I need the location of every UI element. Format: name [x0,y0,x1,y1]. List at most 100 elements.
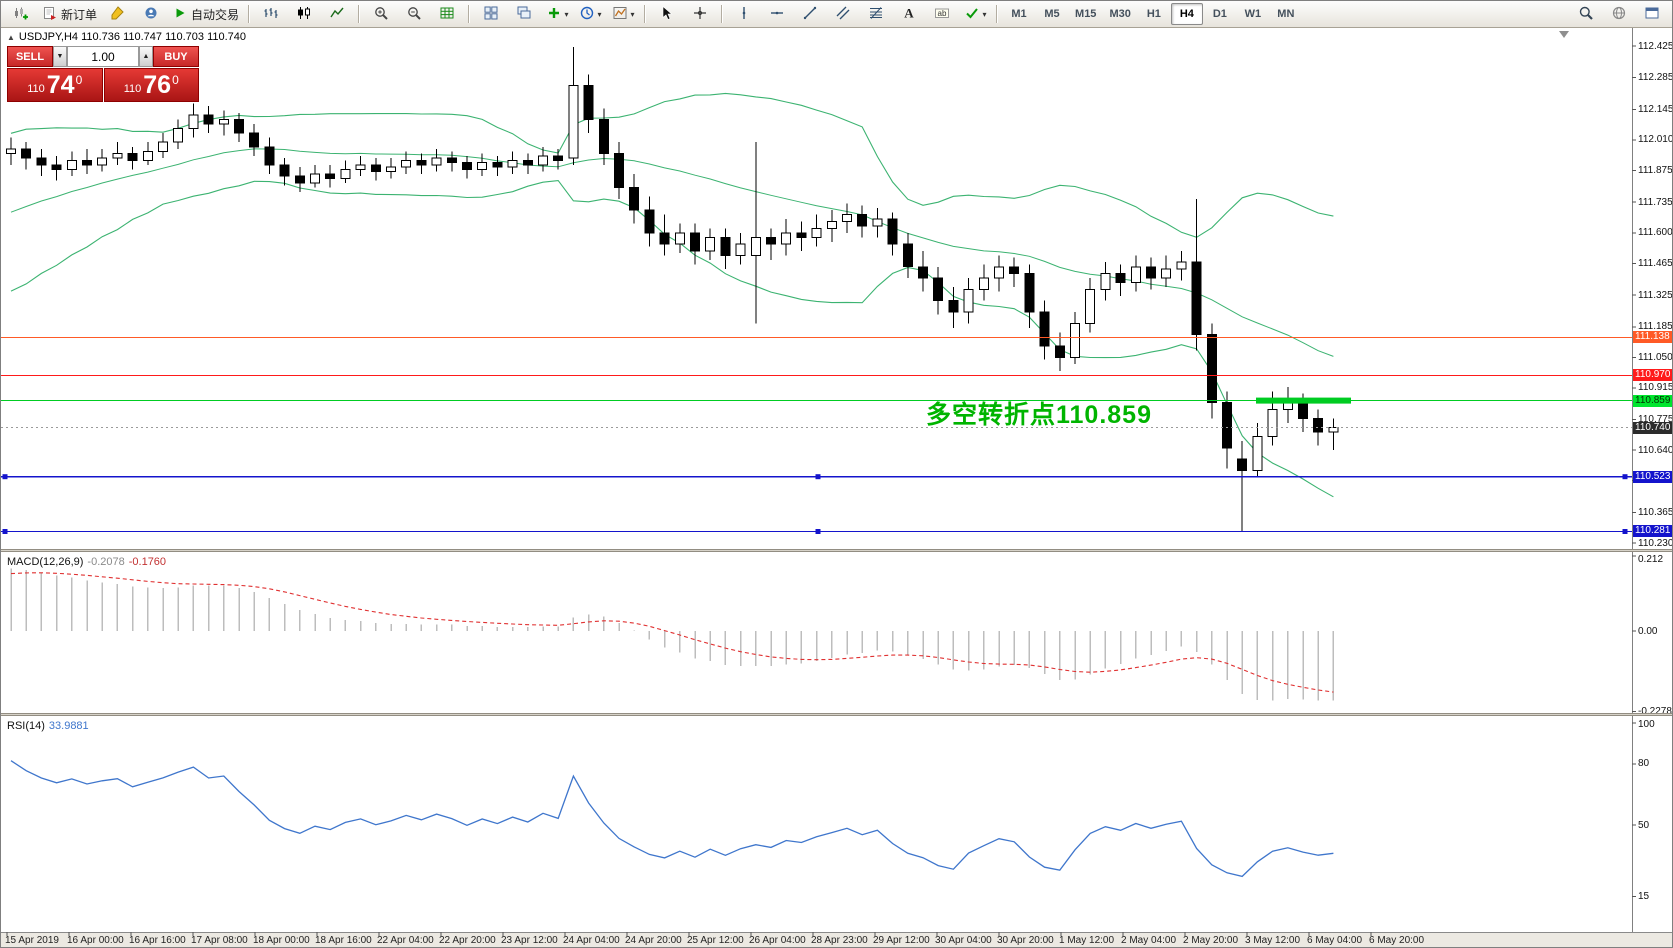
pivot-annotation-text[interactable]: 多空转折点110.859 [926,401,1152,429]
zoom-in-button[interactable] [365,2,397,26]
rsi-name: RSI(14) [7,720,45,732]
crosshair-button[interactable] [684,2,716,26]
timeframe-h4-button[interactable]: H4 [1170,3,1203,25]
panel-splitter-macd-rsi[interactable] [1,713,1672,716]
toolbar-separator [358,5,361,23]
support-line-2-handle[interactable] [1622,529,1628,534]
support-line-1-handle[interactable] [2,474,8,480]
sell-button[interactable]: SELL [7,46,53,67]
timeframe-h1-button[interactable]: H1 [1146,8,1161,20]
search-button[interactable] [1570,2,1602,26]
support-line-2-handle[interactable] [2,529,8,534]
crosshair-icon [692,5,708,24]
text-label-button[interactable]: ab [926,2,958,26]
bar-chart-mode-button[interactable] [255,2,287,26]
candle-body [766,236,776,245]
price-scale-label: 110.640 [1638,444,1673,456]
cascade-windows-button[interactable] [508,2,540,26]
candle-body [614,153,624,189]
support-line-2-handle[interactable] [815,529,821,534]
support-line-1-handle[interactable] [815,474,821,480]
time-axis-label: 30 Apr 20:00 [997,935,1054,946]
indicators-button[interactable]: ▾ [541,2,573,26]
candle-body [1206,334,1217,404]
rsi-scale-label: 100 [1638,719,1655,730]
bollinger-lower-band [10,180,1334,498]
tile-windows-button[interactable] [475,2,507,26]
candle-body [1054,345,1065,358]
support-line-1-handle[interactable] [1622,474,1628,480]
timeframe-w1-button[interactable]: W1 [1244,8,1262,20]
candle-body [1222,402,1232,449]
panel-splitter-main-macd[interactable] [1,549,1672,552]
pivot-line-highlight-segment[interactable] [1256,397,1351,404]
trendline-icon [802,5,818,24]
text-button[interactable]: A [893,2,925,26]
new-chart-button[interactable] [5,2,37,26]
buy-button[interactable]: BUY [153,46,199,67]
macd-histogram [10,568,1335,701]
tile-icon [483,5,499,24]
buy-price-button[interactable]: 110 76 0 [103,68,199,102]
candle-body [826,221,837,229]
rsi-label: RSI(14) 33.9881 [7,720,89,732]
fibonacci-button[interactable] [860,2,892,26]
svg-text:ab: ab [938,9,947,18]
profiles-button[interactable] [135,2,167,26]
chart-shift-marker[interactable] [1559,31,1569,38]
metaeditor-button[interactable] [102,2,134,26]
timeframe-m15-button[interactable]: M15 [1075,8,1097,20]
zoom-out-button[interactable] [398,2,430,26]
templates-button[interactable]: ▾ [607,2,639,26]
dropdown-caret-icon[interactable]: ▾ [982,9,987,19]
time-axis-label: 22 Apr 04:00 [377,935,434,946]
dropdown-caret-icon[interactable]: ▾ [597,9,602,19]
time-axis-label: 16 Apr 16:00 [129,935,186,946]
volume-input[interactable] [67,46,139,67]
timeframe-m5-button[interactable]: M5 [1044,8,1060,20]
cursor-button[interactable] [651,2,683,26]
time-axis-label: 17 Apr 08:00 [191,935,248,946]
candle-body [1313,418,1324,433]
equidistant-channel-button[interactable] [827,2,859,26]
community-button[interactable] [1603,2,1635,26]
macd-signal-value: -0.1760 [128,556,167,568]
timeframe-mn-button[interactable]: MN [1277,8,1295,20]
candle-body [507,159,518,168]
time-axis-label: 23 Apr 12:00 [501,935,558,946]
arrows-button[interactable]: ▾ [959,2,991,26]
dropdown-caret-icon[interactable]: ▾ [630,9,635,19]
candle-body [1191,261,1202,336]
timeframe-m30-button[interactable]: M30 [1109,8,1131,20]
candle-body [1085,288,1096,324]
trendline-button[interactable] [794,2,826,26]
editor-icon [110,5,126,24]
line-chart-mode-button[interactable] [321,2,353,26]
candle-chart-mode-button[interactable] [288,2,320,26]
sell-price-button[interactable]: 110 74 0 [7,68,103,102]
volume-decrease-button[interactable]: ▼ [53,46,67,67]
candle-body [842,214,852,222]
time-axis-label: 18 Apr 16:00 [315,935,372,946]
horizontal-line-button[interactable] [761,2,793,26]
autotrading-button[interactable]: 自动交易 [168,2,243,26]
candle-body [462,162,472,170]
candle-body [97,157,108,166]
candle-body [370,164,381,173]
new-order-button[interactable]: 新订单 [38,2,101,26]
periods-button[interactable]: ▾ [574,2,606,26]
candle-body [310,173,320,184]
toolbar-separator [468,5,471,23]
new-window-button[interactable] [1636,2,1668,26]
candle-body [340,168,351,179]
vertical-line-button[interactable] [728,2,760,26]
dropdown-caret-icon[interactable]: ▾ [564,9,569,19]
grid-button[interactable] [431,2,463,26]
volume-increase-button[interactable]: ▲ [139,46,153,67]
candle-body [857,214,868,227]
collapse-arrow-icon[interactable]: ▲ [7,33,15,42]
timeframe-d1-button[interactable]: D1 [1212,8,1227,20]
timeframe-m1-button[interactable]: M1 [1011,8,1027,20]
macd-signal-line [10,572,1334,693]
